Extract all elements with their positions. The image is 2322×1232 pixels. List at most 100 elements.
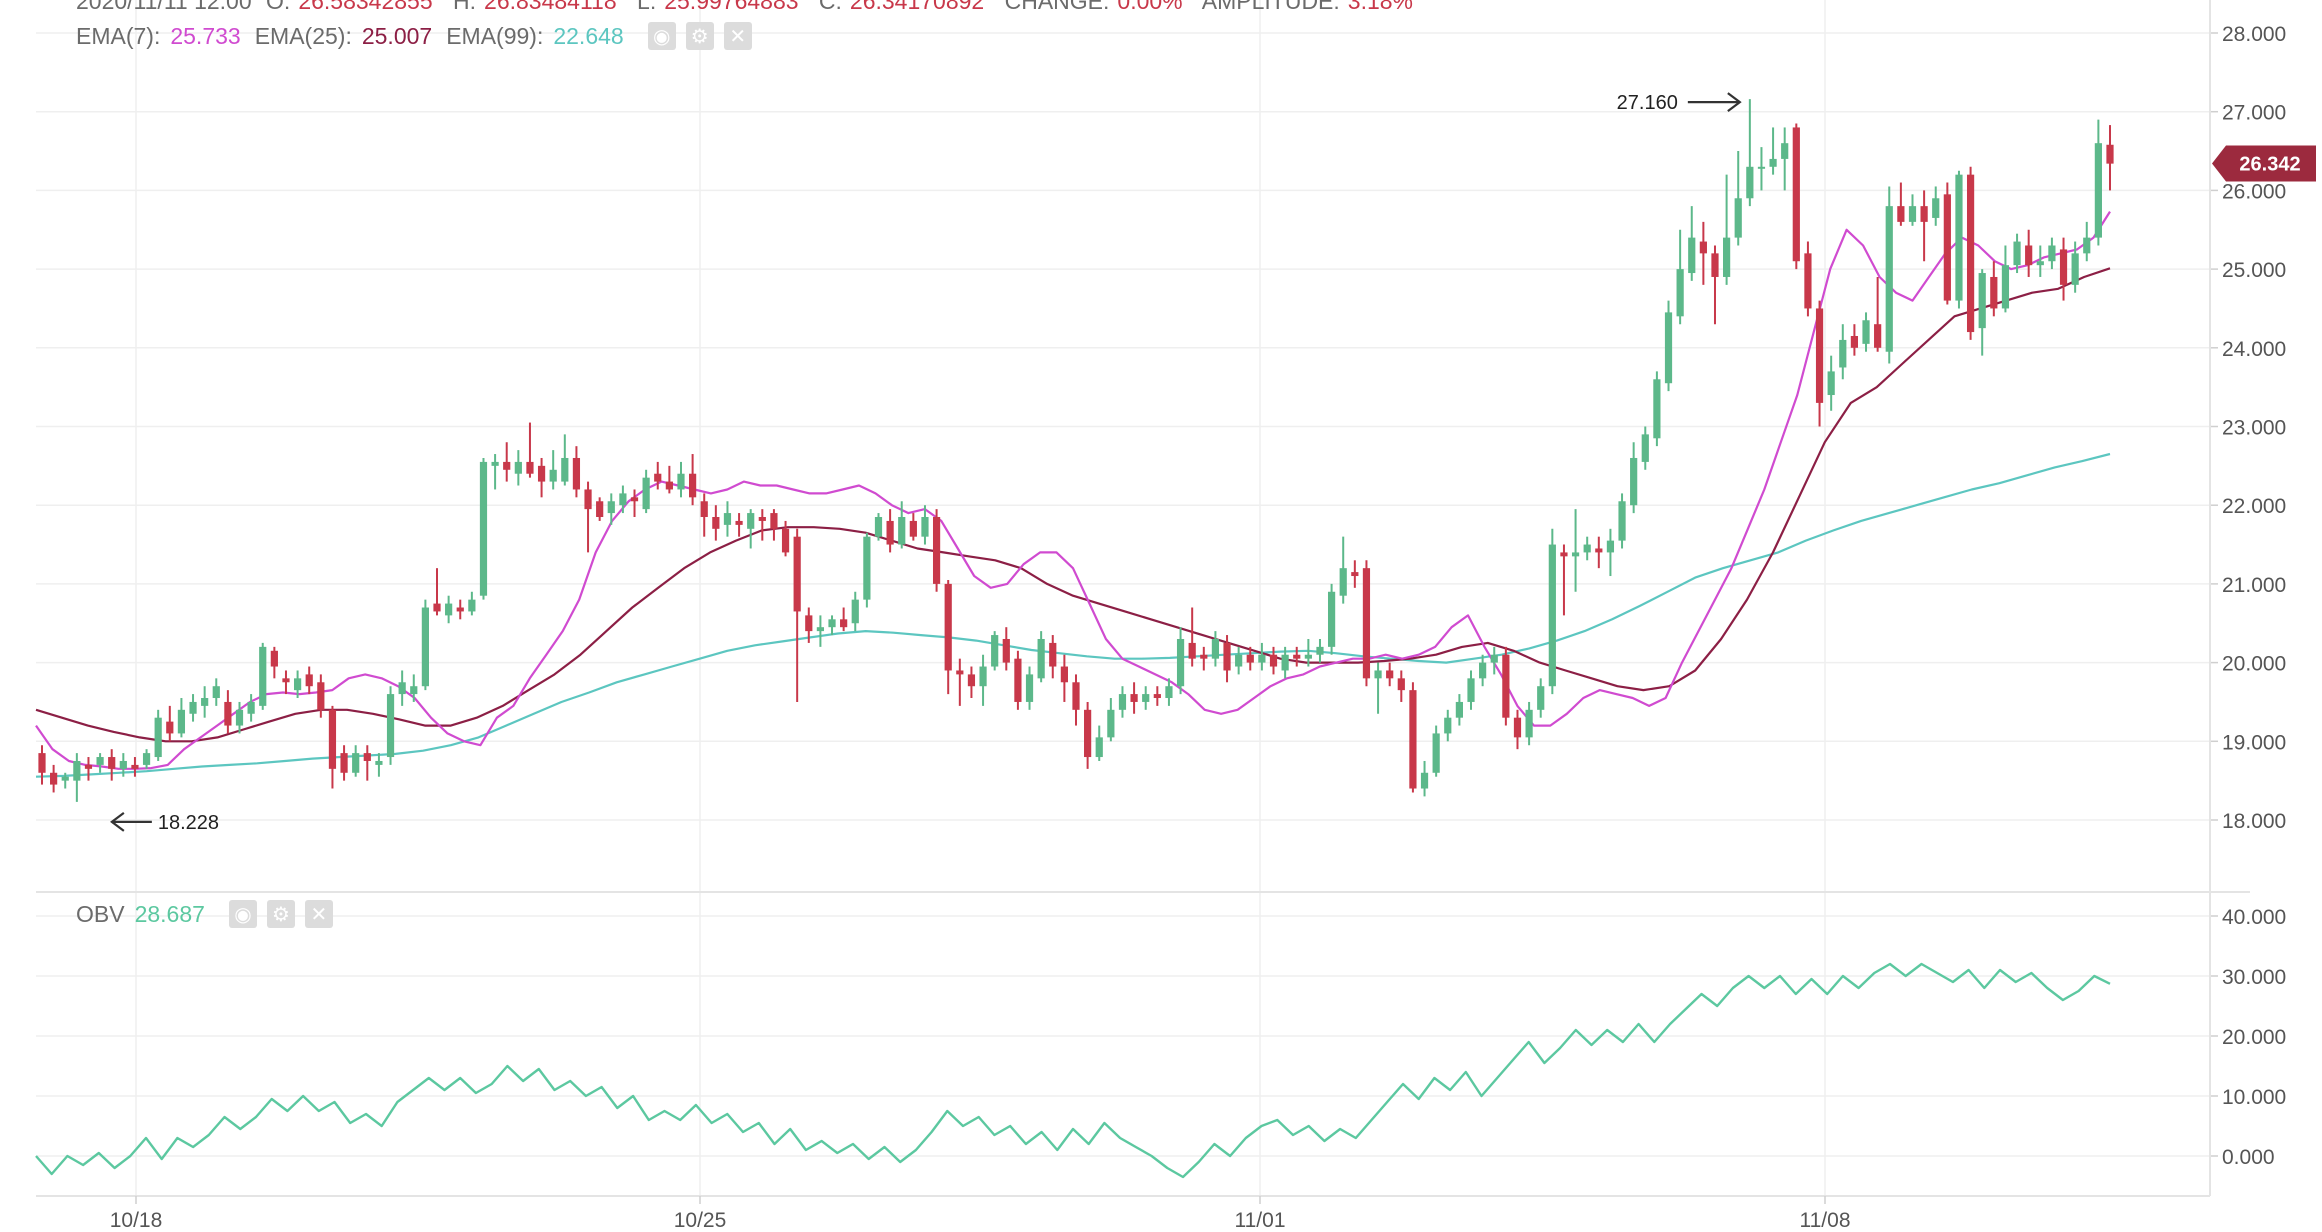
candle — [1455, 694, 1463, 726]
candle — [96, 753, 104, 773]
candle — [1537, 678, 1545, 718]
ema7-value: 25.733 — [170, 22, 241, 49]
candle — [1955, 170, 1963, 309]
candle-body — [247, 701, 255, 714]
candle — [1920, 190, 1928, 262]
candle-body — [770, 513, 778, 529]
candle — [781, 520, 790, 557]
candle-body — [898, 517, 906, 545]
candle-body — [619, 493, 627, 506]
candle — [1269, 646, 1278, 675]
candle — [1084, 701, 1092, 769]
candle — [270, 646, 278, 679]
candle — [410, 674, 418, 702]
candle — [433, 568, 441, 616]
candle — [1664, 300, 1673, 392]
candle — [1188, 607, 1196, 667]
candle — [1734, 151, 1742, 246]
candle-body — [967, 674, 976, 687]
candle — [1676, 229, 1684, 325]
price-tick-label: 20.000 — [2222, 653, 2286, 676]
candle — [259, 642, 267, 710]
candle-body — [1211, 638, 1220, 659]
candle-body — [665, 481, 673, 490]
candle-body — [1002, 638, 1010, 663]
candle-body — [2094, 143, 2102, 238]
candle-body — [2001, 265, 2010, 309]
candle-body — [781, 528, 790, 553]
candle-body — [1502, 654, 1510, 718]
candle — [816, 615, 825, 647]
candle-body — [932, 517, 941, 584]
candle — [1932, 186, 1940, 226]
candle-body — [1188, 642, 1196, 659]
candle — [1571, 509, 1580, 592]
candle — [503, 442, 511, 482]
candle — [1757, 147, 1766, 191]
close-icon[interactable]: ✕ — [304, 900, 333, 928]
eye-icon[interactable]: ◉ — [228, 900, 257, 928]
candle — [2013, 233, 2021, 274]
candle — [142, 749, 151, 769]
current-price-label: 26.342 — [2239, 153, 2300, 175]
candle — [584, 481, 592, 553]
candle — [979, 654, 987, 706]
candle-body — [572, 457, 581, 490]
candle-body — [1072, 682, 1080, 710]
candle — [1444, 709, 1452, 742]
candle — [1211, 631, 1220, 667]
candle-body — [375, 760, 383, 765]
candle-body — [1664, 312, 1673, 384]
candle-body — [166, 721, 174, 734]
price-tick-label: 26.000 — [2222, 180, 2286, 203]
candle-body — [793, 536, 801, 612]
candle-body — [1746, 166, 1754, 199]
x-tick-label: 10/25 — [674, 1209, 727, 1232]
candle-body — [2106, 144, 2114, 164]
candle — [1479, 654, 1487, 687]
candle — [247, 694, 255, 722]
candle — [1304, 638, 1312, 667]
candle-body — [712, 517, 720, 529]
candle — [793, 528, 801, 702]
candle-body — [1025, 674, 1034, 702]
candle-body — [1084, 709, 1092, 758]
candle-body — [352, 753, 360, 773]
candle-body — [677, 473, 685, 490]
candle-body — [1978, 273, 1986, 329]
close-icon[interactable]: ✕ — [723, 22, 752, 50]
candle — [1769, 127, 1777, 175]
candle — [898, 501, 906, 549]
candle-body — [1293, 654, 1301, 659]
candle — [375, 753, 383, 777]
candle-body — [1757, 166, 1766, 169]
candle-body — [108, 757, 116, 769]
candle-body — [1513, 717, 1522, 738]
ema7-label: EMA(7): — [76, 22, 161, 49]
candle — [572, 446, 581, 498]
candle — [1246, 646, 1254, 671]
candle-body — [723, 513, 732, 525]
candle — [108, 749, 116, 781]
candle-body — [1049, 642, 1057, 667]
candle-body — [1792, 127, 1800, 262]
candle — [677, 461, 685, 498]
candle — [967, 666, 976, 699]
ohlc-open-value: 26.58342855 — [298, 0, 433, 14]
eye-icon[interactable]: ◉ — [647, 22, 676, 50]
gear-icon[interactable]: ⚙ — [685, 22, 714, 50]
candle-body — [840, 619, 848, 628]
gear-icon[interactable]: ⚙ — [266, 900, 295, 928]
candle-body — [1490, 654, 1498, 663]
candle — [1781, 127, 1789, 191]
candle-body — [1641, 434, 1649, 462]
obv-tick-label: 0.000 — [2222, 1146, 2275, 1169]
candle — [619, 485, 627, 514]
candle — [735, 513, 743, 537]
candle — [1281, 646, 1289, 679]
candle — [119, 753, 127, 777]
candle — [328, 705, 337, 789]
candle — [201, 686, 209, 718]
candle-body — [1943, 194, 1951, 301]
